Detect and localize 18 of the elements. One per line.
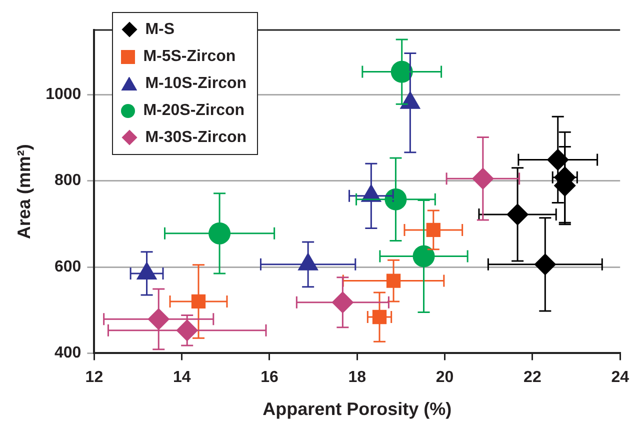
y-tick-label: 600 [54,258,82,276]
x-tick-label: 18 [348,369,366,386]
x-tick-label: 12 [85,369,104,386]
y-tick-label: 400 [54,344,82,362]
y-tick-label: 1000 [46,86,82,104]
x-tick-label: 16 [260,369,278,386]
legend-label: M-10S-Zircon [145,74,247,92]
y-axis-title: Area (mm²) [14,144,34,240]
legend-label: M-20S-Zircon [143,102,245,120]
x-tick-label: 14 [172,369,191,386]
legend-label: M-5S-Zircon [143,48,236,66]
legend-label: M-S [145,20,175,38]
y-tick-label: 800 [54,172,82,190]
x-tick-label: 24 [611,369,630,386]
legend-label: M-30S-Zircon [145,128,247,146]
x-tick-label: 20 [436,369,454,386]
x-tick-label: 22 [524,369,542,386]
x-axis-title: Apparent Porosity (%) [262,399,452,420]
